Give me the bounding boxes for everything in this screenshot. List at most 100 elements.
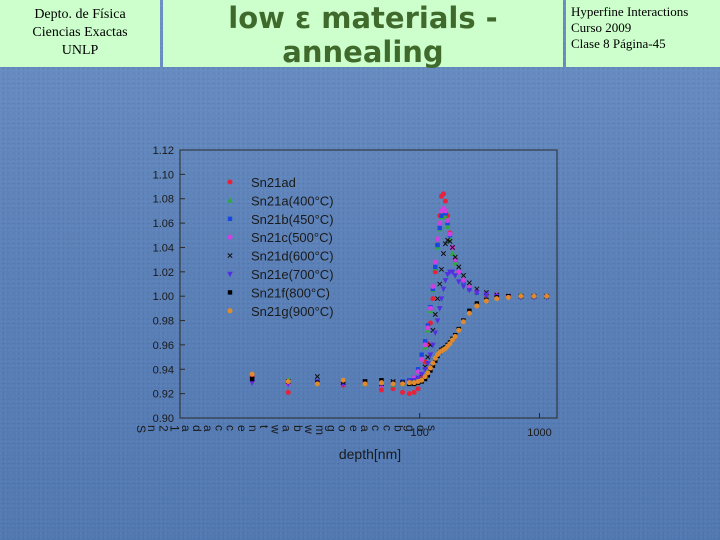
data-point bbox=[449, 244, 456, 251]
data-point bbox=[442, 213, 449, 220]
rotated-sample-label: g bbox=[403, 425, 417, 432]
data-point bbox=[400, 389, 406, 395]
data-point bbox=[285, 389, 291, 395]
data-point bbox=[447, 238, 453, 244]
legend-label: Sn21c(500°C) bbox=[251, 230, 333, 245]
data-point bbox=[440, 191, 446, 197]
data-point bbox=[425, 370, 431, 376]
data-point bbox=[438, 266, 445, 272]
chart-axes: 0.90 0.92 0.94 0.96 0.98 1.00 1.02 1.04 1.06 1.08… bbox=[134, 145, 558, 439]
y-tick-label: 1.12 bbox=[153, 145, 174, 157]
y-tick-label: 1.10 bbox=[153, 169, 174, 181]
rotated-sample-label: c bbox=[369, 425, 383, 431]
rotated-sample-label: g bbox=[324, 425, 338, 432]
rotated-sample-label: s bbox=[425, 425, 439, 431]
data-point bbox=[474, 290, 480, 296]
legend-marker bbox=[227, 234, 233, 240]
x-tick-label: 100 bbox=[410, 427, 428, 439]
data-point bbox=[447, 341, 453, 347]
slide-title-line-2: annealing bbox=[282, 35, 444, 69]
chart-points bbox=[249, 191, 550, 397]
data-point bbox=[433, 264, 438, 270]
data-point bbox=[436, 306, 443, 312]
data-point bbox=[452, 273, 459, 279]
y-tick-label: 1.00 bbox=[153, 291, 174, 303]
data-point bbox=[483, 292, 490, 299]
data-point bbox=[422, 342, 428, 348]
data-point bbox=[378, 380, 384, 386]
rotated-sample-label: a bbox=[358, 425, 372, 432]
legend-label: Sn21f(800°C) bbox=[251, 285, 330, 300]
data-point bbox=[440, 286, 447, 293]
legend-label: Sn21g(900°C) bbox=[251, 304, 334, 319]
institution-line-2: Ciencias Exactas bbox=[32, 25, 128, 40]
data-point bbox=[444, 223, 451, 229]
data-point bbox=[249, 376, 255, 382]
data-point bbox=[249, 380, 255, 386]
data-point bbox=[437, 220, 443, 226]
legend-label: Sn21a(400°C) bbox=[251, 193, 334, 208]
y-tick-label: 0.92 bbox=[153, 389, 174, 401]
data-point bbox=[430, 342, 436, 349]
rotated-sample-label: o bbox=[336, 425, 350, 432]
rotated-sample-label: d bbox=[190, 425, 204, 432]
data-point bbox=[444, 272, 451, 278]
data-point bbox=[430, 283, 436, 289]
rotated-sample-label: c bbox=[380, 425, 394, 431]
rotated-sample-label: w bbox=[268, 424, 282, 434]
data-point bbox=[422, 374, 428, 380]
data-point bbox=[430, 296, 436, 302]
series-group bbox=[249, 293, 550, 387]
y-tick-label: 0.96 bbox=[153, 340, 174, 352]
data-point bbox=[427, 365, 433, 371]
data-point bbox=[455, 279, 462, 285]
data-point bbox=[494, 296, 500, 302]
data-point bbox=[314, 381, 320, 387]
data-point bbox=[447, 231, 453, 237]
institution-line-1: Depto. de Física bbox=[34, 7, 126, 22]
data-point bbox=[460, 319, 466, 325]
data-point bbox=[456, 327, 462, 333]
chart-legend: Sn21ad Sn21a(400°C) Sn21b(450°C) Sn21c(500°… bbox=[227, 175, 334, 319]
legend-marker bbox=[227, 271, 233, 278]
rotated-sample-label: 1 bbox=[168, 425, 182, 432]
data-point bbox=[427, 305, 433, 311]
slide-title-line-1: low ε materials - bbox=[228, 1, 498, 35]
rotated-sample-label: n bbox=[246, 425, 260, 432]
legend-label: Sn21ad bbox=[251, 175, 296, 190]
data-point bbox=[418, 371, 425, 378]
data-point bbox=[422, 367, 428, 373]
data-point bbox=[439, 213, 444, 218]
y-tick-label: 1.02 bbox=[153, 267, 174, 279]
data-point bbox=[434, 318, 441, 324]
rotated-sample-label: w bbox=[302, 424, 316, 434]
data-point bbox=[437, 225, 442, 231]
data-point bbox=[450, 337, 456, 343]
data-point bbox=[474, 303, 480, 309]
plot-frame bbox=[179, 149, 558, 419]
data-point bbox=[432, 259, 438, 265]
data-point bbox=[415, 386, 421, 392]
data-point bbox=[419, 377, 425, 383]
data-point bbox=[460, 272, 467, 279]
legend-label: Sn21b(450°C) bbox=[251, 212, 334, 227]
legend-marker bbox=[227, 253, 233, 259]
data-point bbox=[406, 380, 412, 386]
data-point bbox=[411, 380, 417, 386]
rotated-sample-label: o bbox=[414, 425, 428, 432]
y-tick-label: 1.08 bbox=[153, 194, 174, 206]
course-line-1: Hyperfine Interactions bbox=[571, 4, 689, 19]
data-point bbox=[419, 352, 424, 357]
institution-box: Depto. de Física Ciencias Exactas UNLP bbox=[0, 0, 160, 67]
data-point bbox=[422, 339, 428, 344]
legend-label: Sn21e(700°C) bbox=[251, 267, 334, 282]
x-axis-label: depth[nm] bbox=[339, 446, 401, 462]
data-point bbox=[285, 378, 291, 384]
data-point bbox=[544, 293, 550, 299]
y-tick-label: 1.06 bbox=[153, 218, 174, 230]
course-line-2: Curso 2009 bbox=[571, 20, 632, 35]
data-point bbox=[419, 357, 425, 363]
data-point bbox=[440, 250, 447, 257]
data-point bbox=[518, 293, 524, 299]
